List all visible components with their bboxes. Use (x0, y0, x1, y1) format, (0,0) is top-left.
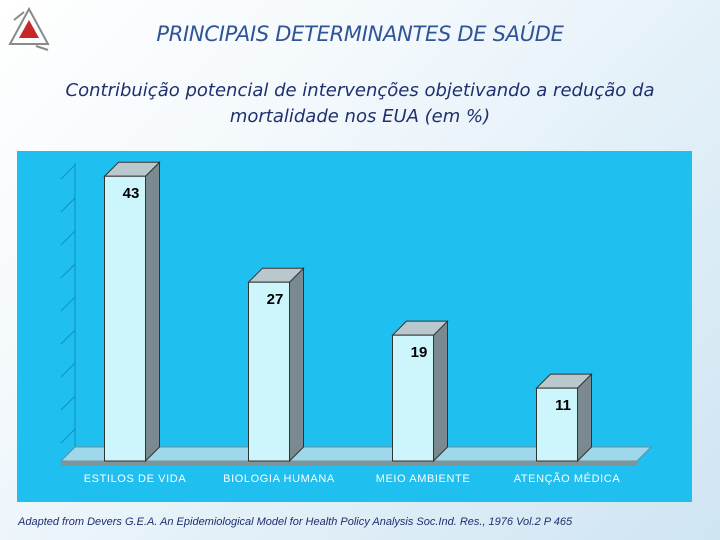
y-axis-tick (60, 395, 76, 411)
chart-panel: 43 ESTILOS DE VIDA 27 BIOLOGIA HUMANA 19 MEIO… (17, 151, 692, 502)
x-tick-label-meio-ambiente: MEIO AMBIENTE (376, 473, 471, 485)
data-label-biologia-humana: 27 (267, 291, 284, 308)
y-axis-tick (60, 263, 76, 279)
data-label-meio-ambiente: 19 (411, 344, 428, 361)
data-label-atencao-medica: 11 (555, 397, 571, 414)
x-tick-label-biologia-humana: BIOLOGIA HUMANA (223, 473, 335, 485)
bar-chart: 43 ESTILOS DE VIDA 27 BIOLOGIA HUMANA 19 MEIO… (59, 161, 653, 485)
y-axis-tick (60, 329, 76, 345)
y-axis-tick (60, 362, 76, 378)
chart-subtitle: Contribuição potencial de intervenções o… (65, 80, 655, 127)
x-tick-label-estilos-de-vida: ESTILOS DE VIDA (84, 473, 187, 485)
source-footnote: Adapted from Devers G.E.A. An Epidemiolo… (18, 516, 573, 528)
x-tick-label-atencao-medica: ATENÇÃO MÉDICA (514, 472, 621, 485)
data-label-estilos-de-vida: 43 (123, 185, 140, 202)
bar-estilos-de-vida-side (145, 161, 160, 463)
y-axis-tick (60, 164, 76, 180)
logo-icon (8, 6, 50, 51)
bar-atencao-medica (536, 387, 578, 462)
bar-biologia-humana (248, 281, 290, 462)
y-axis-tick (60, 296, 76, 312)
chart-floor-front (61, 461, 637, 466)
bar-estilos-de-vida (104, 175, 146, 462)
page-title: PRINCIPAIS DETERMINANTES DE SAÚDE (156, 22, 564, 46)
y-axis-tick (60, 230, 76, 246)
y-axis-tick (60, 428, 76, 444)
bar-atencao-medica-side (577, 372, 592, 463)
y-axis-tick (60, 197, 76, 213)
bar-biologia-humana-side (289, 266, 304, 463)
bar-meio-ambiente (392, 334, 434, 462)
bar-meio-ambiente-side (433, 319, 448, 463)
